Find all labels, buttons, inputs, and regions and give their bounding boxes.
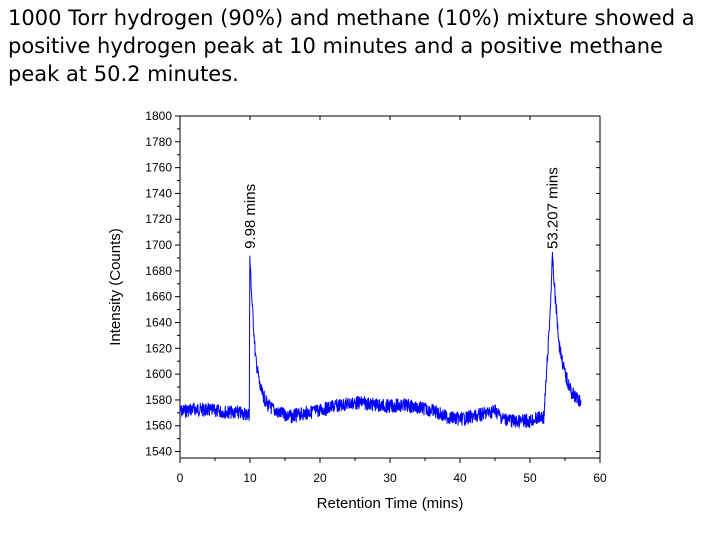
y-tick-label: 1600 [145,367,172,381]
y-tick-label: 1560 [145,419,172,433]
y-tick-label: 1720 [145,212,172,226]
y-tick-label: 1580 [145,393,172,407]
peak-label: 53.207 mins [544,167,561,249]
slide-caption: 1000 Torr hydrogen (90%) and methane (10… [8,6,695,86]
y-axis-title: Intensity (Counts) [107,228,124,346]
y-tick-label: 1620 [145,341,172,355]
y-tick-label: 1700 [145,238,172,252]
y-tick-label: 1680 [145,264,172,278]
x-tick-label: 10 [243,471,257,485]
x-tick-label: 20 [313,471,327,485]
intensity-trace-line [179,251,582,430]
y-tick-label: 1800 [145,109,172,123]
y-tick-label: 1540 [145,445,172,459]
x-tick-label: 60 [593,471,607,485]
x-tick-label: 0 [177,471,184,485]
y-tick-label: 1760 [145,161,172,175]
y-tick-label: 1780 [145,135,172,149]
y-axis: 1540 1560 1580 1600 1620 1640 1660 1680 1700 1720… [145,109,600,459]
y-tick-label: 1740 [145,186,172,200]
x-axis: 0 10 20 30 40 50 60 [177,116,607,485]
y-tick-label: 1660 [145,290,172,304]
x-tick-label: 50 [523,471,537,485]
peak-annotations: 9.98 mins 53.207 mins [242,167,562,249]
x-tick-label: 40 [453,471,467,485]
x-axis-title: Retention Time (mins) [317,495,464,512]
y-tick-label: 1640 [145,315,172,329]
peak-label: 9.98 mins [242,184,259,249]
x-tick-label: 30 [383,471,397,485]
